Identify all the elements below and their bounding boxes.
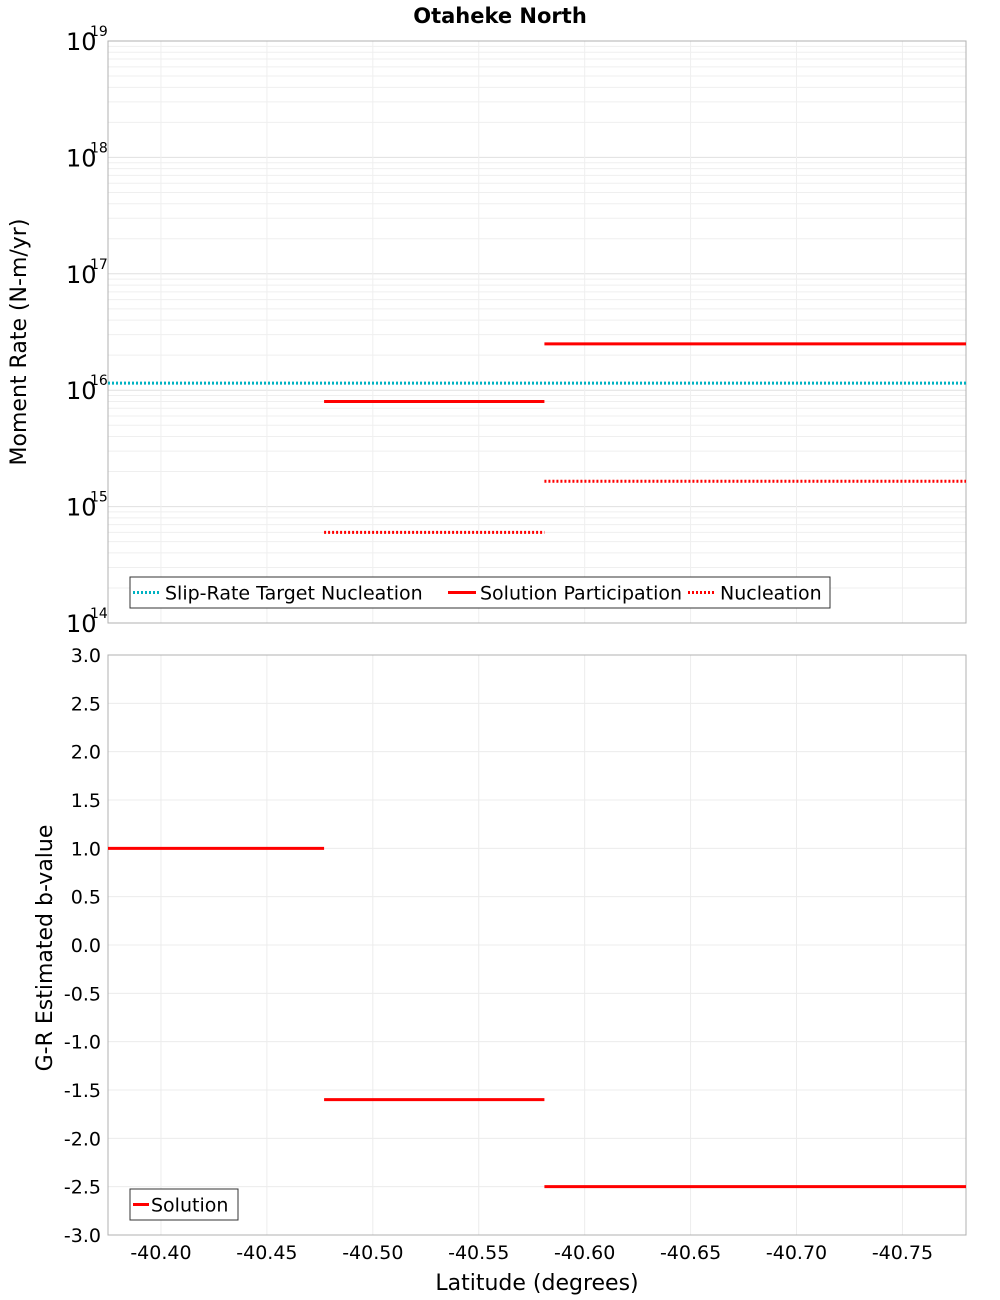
y-tick-label: 0.5	[71, 887, 101, 909]
plot-frame	[107, 40, 967, 624]
y-tick-exponent: 17	[90, 257, 108, 273]
y-tick-label: 2.5	[71, 693, 101, 715]
y-tick-exponent: 18	[90, 140, 108, 156]
y-tick-label: 10	[66, 28, 97, 56]
y-tick-label: 0.0	[71, 935, 101, 957]
x-tick-label: -40.55	[448, 1242, 509, 1264]
y-tick-label: -2.0	[64, 1128, 101, 1150]
legend-label: Nucleation	[720, 583, 822, 605]
y-tick-label: -2.5	[64, 1177, 101, 1199]
x-tick-label: -40.65	[660, 1242, 721, 1264]
y-tick-exponent: 14	[90, 606, 108, 622]
y-tick-label: 10	[66, 144, 97, 172]
x-tick-label: -40.70	[766, 1242, 827, 1264]
y-tick-exponent: 19	[90, 24, 108, 40]
y-tick-label: 10	[66, 261, 97, 289]
legend-label: Solution	[151, 1195, 228, 1217]
y-tick-exponent: 15	[90, 490, 108, 506]
plot-frame	[107, 654, 967, 1236]
y-tick-label: 10	[66, 377, 97, 405]
y-tick-exponent: 16	[90, 373, 108, 389]
y-axis-label: G-R Estimated b-value	[33, 825, 58, 1072]
legend-label: Slip-Rate Target Nucleation	[165, 583, 423, 605]
x-tick-label: -40.45	[236, 1242, 297, 1264]
y-tick-label: -1.5	[64, 1080, 101, 1102]
x-axis-label: Latitude (degrees)	[435, 1271, 638, 1296]
y-tick-label: 10	[66, 610, 97, 638]
legend-label: Solution Participation	[480, 583, 682, 605]
y-tick-label: 1.0	[71, 838, 101, 860]
x-tick-label: -40.60	[554, 1242, 615, 1264]
x-tick-label: -40.75	[872, 1242, 933, 1264]
x-tick-label: -40.40	[130, 1242, 191, 1264]
y-axis-label: Moment Rate (N-m/yr)	[7, 219, 32, 466]
y-tick-label: -3.0	[64, 1225, 101, 1247]
y-tick-label: 3.0	[71, 645, 101, 667]
y-tick-label: 2.0	[71, 742, 101, 764]
y-tick-label: 1.5	[71, 790, 101, 812]
x-tick-label: -40.50	[342, 1242, 403, 1264]
chart-title: Otaheke North	[413, 4, 587, 28]
y-tick-label: -1.0	[64, 1032, 101, 1054]
y-tick-label: 10	[66, 494, 97, 522]
y-tick-label: -0.5	[64, 983, 101, 1005]
